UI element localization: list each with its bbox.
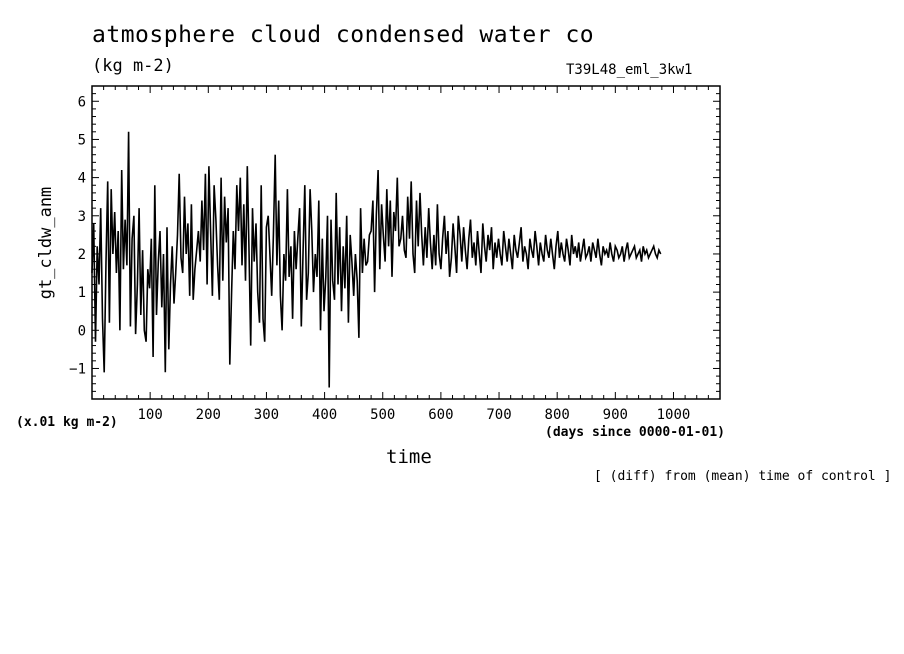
x-tick-label: 200 (196, 407, 221, 423)
y-tick-label: 4 (78, 171, 86, 187)
chart-title: atmosphere cloud condensed water co (92, 22, 595, 48)
x-tick-label: 500 (370, 407, 395, 423)
y-scale-note: (x.01 kg m-2) (16, 415, 118, 430)
chart-units: (kg m-2) (92, 56, 174, 76)
y-tick-label: 3 (78, 209, 86, 225)
y-tick-label: 2 (78, 247, 86, 263)
x-tick-label: 400 (312, 407, 337, 423)
y-tick-label: 0 (78, 323, 86, 339)
y-tick-label: −1 (69, 361, 86, 377)
annotation-note: [ (diff) from (mean) time of control ] (594, 469, 892, 484)
x-tick-label: 300 (254, 407, 279, 423)
x-axis-label: time (386, 446, 432, 468)
x-axis-units: (days since 0000-01-01) (545, 425, 726, 440)
series-line (91, 131, 662, 388)
x-tick-label: 900 (603, 407, 628, 423)
y-tick-label: 5 (78, 132, 86, 148)
y-tick-label: 6 (78, 94, 86, 110)
y-tick-label: 1 (78, 285, 86, 301)
x-tick-label: 800 (545, 407, 570, 423)
x-tick-label: 600 (428, 407, 453, 423)
x-tick-label: 700 (486, 407, 511, 423)
experiment-label: T39L48_eml_3kw1 (566, 62, 693, 78)
x-tick-label: 1000 (657, 407, 691, 423)
x-tick-label: 100 (137, 407, 162, 423)
